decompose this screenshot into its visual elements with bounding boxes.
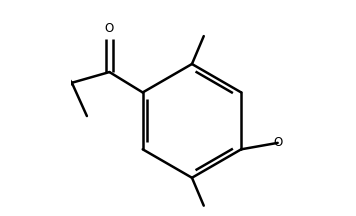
Text: O: O: [105, 22, 114, 35]
Text: O: O: [273, 136, 282, 149]
